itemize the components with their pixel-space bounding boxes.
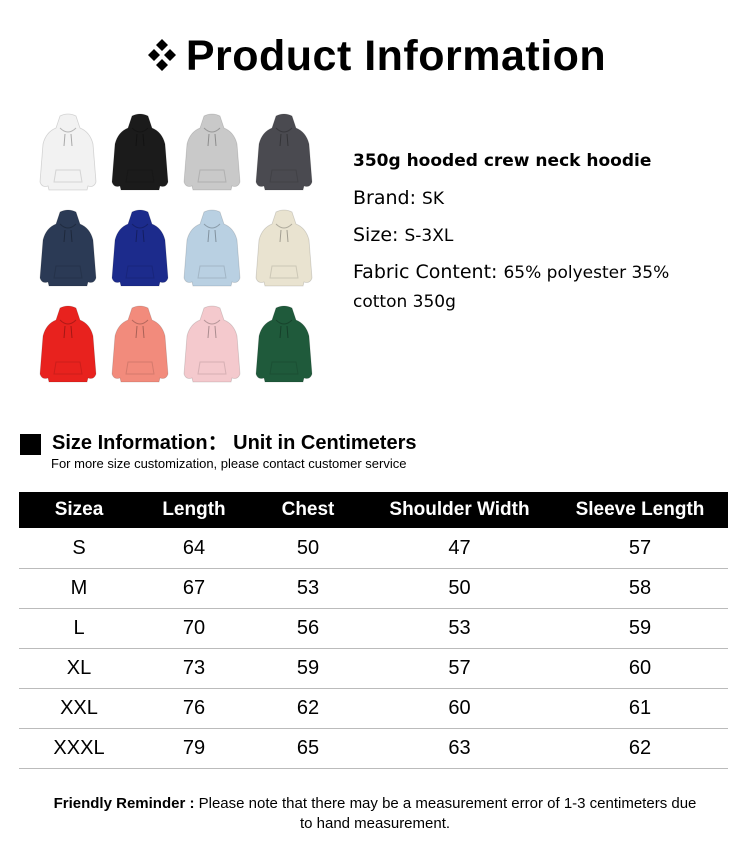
page-title: Product Information [0, 30, 750, 82]
table-cell: L [19, 608, 139, 649]
brand-value: SK [422, 189, 444, 209]
table-cell: 53 [249, 568, 367, 609]
square-bullet-icon [20, 434, 41, 455]
table-cell: 61 [552, 688, 728, 729]
table-cell: 56 [249, 608, 367, 649]
column-header: Sizea [19, 492, 139, 528]
table-cell: 63 [367, 728, 552, 769]
column-header: Sleeve Length [552, 492, 728, 528]
table-row: L 70 56 53 59 [19, 608, 728, 649]
table-row: XXXL 79 65 63 62 [19, 728, 728, 769]
table-row: XXL 76 62 60 61 [19, 688, 728, 729]
product-info: 350g hooded crew neck hoodie Brand: SK S… [353, 150, 713, 324]
column-header: Chest [249, 492, 367, 528]
table-row: S 64 50 47 57 [19, 528, 728, 569]
table-cell: XXXL [19, 728, 139, 769]
size-row: Size: S-3XL [353, 221, 713, 250]
reminder-text: Please note that there may be a measurem… [198, 795, 697, 832]
table-cell: XXL [19, 688, 139, 729]
table-cell: S [19, 528, 139, 569]
fabric-value: 65% polyester 35% cotton 350g [353, 263, 670, 312]
title-text: Product Information [185, 32, 607, 80]
hoodie-image [104, 104, 176, 200]
table-cell: 73 [139, 648, 249, 689]
reminder-label: Friendly Reminder : [53, 795, 195, 812]
brand-label: Brand: [353, 187, 416, 209]
product-name: 350g hooded crew neck hoodie [353, 151, 652, 171]
table-cell: 50 [249, 528, 367, 569]
size-section-title: Size Information： Unit in Centimeters [52, 432, 417, 454]
hoodie-image [32, 296, 104, 392]
column-header: Length [139, 492, 249, 528]
hoodie-image [176, 296, 248, 392]
table-cell: 59 [552, 608, 728, 649]
table-cell: 57 [367, 648, 552, 689]
table-cell: 53 [367, 608, 552, 649]
table-cell: 62 [249, 688, 367, 729]
friendly-reminder: Friendly Reminder : Please note that the… [50, 794, 700, 834]
table-row: XL 73 59 57 60 [19, 648, 728, 689]
size-section-text: Size Information： Unit in Centimeters Fo… [51, 431, 417, 472]
size-label: Size: [353, 224, 399, 246]
hoodie-image [104, 200, 176, 296]
diamond-cluster-icon [147, 38, 176, 71]
hoodie-image [104, 296, 176, 392]
fabric-label: Fabric Content: [353, 261, 498, 283]
fabric-row: Fabric Content: 65% polyester 35% cotton… [353, 258, 713, 316]
table-cell: 67 [139, 568, 249, 609]
table-cell: 70 [139, 608, 249, 649]
table-cell: 60 [367, 688, 552, 729]
hoodie-image [248, 200, 320, 296]
table-cell: 76 [139, 688, 249, 729]
brand-row: Brand: SK [353, 184, 713, 213]
hoodie-image [248, 296, 320, 392]
hoodie-image [176, 200, 248, 296]
table-cell: 59 [249, 648, 367, 689]
hoodie-image [176, 104, 248, 200]
hoodie-image [32, 104, 104, 200]
table-cell: 47 [367, 528, 552, 569]
table-cell: M [19, 568, 139, 609]
table-cell: 60 [552, 648, 728, 689]
table-row: M 67 53 50 58 [19, 568, 728, 609]
table-cell: 64 [139, 528, 249, 569]
hoodie-image [32, 200, 104, 296]
size-section-subtitle: For more size customization, please cont… [51, 456, 407, 471]
table-cell: 62 [552, 728, 728, 769]
hoodie-image [248, 104, 320, 200]
table-cell: 57 [552, 528, 728, 569]
table-cell: XL [19, 648, 139, 689]
size-section-header: Size Information： Unit in Centimeters Fo… [20, 431, 416, 472]
table-header-row: Sizea Length Chest Shoulder Width Sleeve Len… [19, 492, 728, 528]
table-cell: 79 [139, 728, 249, 769]
size-value: S-3XL [404, 226, 454, 246]
table-cell: 50 [367, 568, 552, 609]
size-table: Sizea Length Chest Shoulder Width Sleeve Len… [19, 492, 728, 769]
table-cell: 58 [552, 568, 728, 609]
table-cell: 65 [249, 728, 367, 769]
hoodie-color-grid [32, 104, 322, 392]
column-header: Shoulder Width [367, 492, 552, 528]
